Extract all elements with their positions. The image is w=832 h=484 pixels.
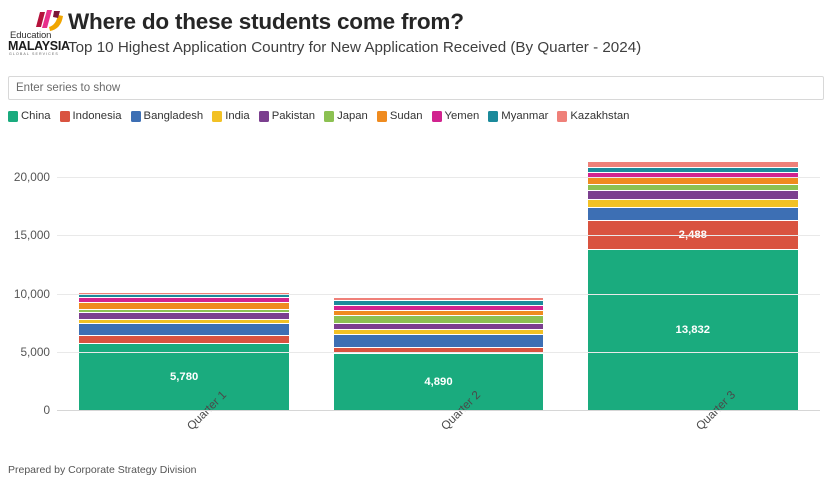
legend-label: India [225,110,250,122]
logo-text-tagline: GLOBAL SERVICES [9,52,59,56]
legend-item-pakistan[interactable]: Pakistan [258,110,316,122]
legend-label: Kazakhstan [570,110,630,122]
legend-swatch-icon [212,110,223,122]
page-header: Education MALAYSIA GLOBAL SERVICES Where… [0,0,832,70]
bar-segment-india[interactable] [79,319,290,324]
bar-segment-china[interactable]: 13,832 [587,249,798,411]
bar-segment-pakistan[interactable] [79,313,290,320]
gridline: 0 [43,403,820,417]
bar-segment-kazakhstan[interactable] [587,162,798,169]
y-axis-tick-label: 0 [43,403,50,417]
chart-legend: China Indonesia Bangladesh India Pakistan Jap… [8,108,832,124]
bar-segment-indonesia[interactable] [79,335,290,344]
legend-swatch-icon [557,110,568,122]
logo-text-malaysia: MALAYSIA [8,39,70,53]
bar-segment-sudan[interactable] [333,311,544,317]
bar-segment-indonesia[interactable] [333,348,544,355]
legend-swatch-icon [258,110,269,122]
header-titles: Where do these students come from? Top 1… [60,7,641,59]
stacked-bar-quarter-1[interactable]: 5,780 Quarter 1 [79,149,290,433]
gridline: 10,000 [14,287,820,301]
legend-item-kazakhstan[interactable]: Kazakhstan [557,110,629,122]
legend-label: Indonesia [72,110,122,122]
bar-segment-sudan[interactable] [587,177,798,185]
plot-area: 5,780 Quarter 1 4,890 Quarter 2 2,488 13,832 Q… [14,149,820,433]
education-malaysia-logo: Education MALAYSIA GLOBAL SERVICES [8,9,70,57]
bar-segment-bangladesh[interactable] [333,335,544,349]
y-axis-tick-label: 10,000 [13,286,50,301]
legend-item-bangladesh[interactable]: Bangladesh [130,110,204,122]
legend-swatch-icon [431,110,442,122]
legend-item-yemen[interactable]: Yemen [431,110,480,122]
stacked-bar-quarter-3[interactable]: 2,488 13,832 Quarter 3 [587,149,798,433]
bar-group: 5,780 Quarter 1 4,890 Quarter 2 2,488 13,832 Q… [57,149,820,433]
legend-swatch-icon [376,110,387,122]
footer-note: Prepared by Corporate Strategy Division [8,464,197,476]
bar-value-label: 13,832 [675,323,711,336]
legend-swatch-icon [8,110,18,122]
page-title: Where do these students come from? [68,9,464,34]
series-filter-placeholder: Enter series to show [16,82,121,94]
bar-value-label: 5,780 [170,370,199,383]
bar-segment-yemen[interactable] [79,298,290,303]
bar-segment-india[interactable] [333,330,544,336]
bar-segment-china[interactable]: 4,890 [333,354,544,411]
bar-value-label: 4,890 [424,376,453,389]
bar-segment-bangladesh[interactable] [587,208,798,221]
bar-segment-pakistan[interactable] [587,191,798,201]
legend-item-myanmar[interactable]: Myanmar [488,110,548,122]
bar-segment-kazakhstan[interactable] [333,297,544,301]
bar-segment-myanmar[interactable] [79,295,290,299]
legend-swatch-icon [59,110,70,122]
em-logo-mark-icon [36,10,63,31]
bar-segment-yemen[interactable] [333,306,544,312]
chart-area: 5,780 Quarter 1 4,890 Quarter 2 2,488 13,832 Q… [0,141,832,461]
bar-segment-sudan[interactable] [79,303,290,310]
legend-swatch-icon [324,110,335,122]
gridline: 20,000 [14,170,820,184]
gridline: 5,000 [20,345,820,359]
legend-label: Pakistan [271,110,316,122]
legend-item-china[interactable]: China [8,110,51,122]
bar-segment-bangladesh[interactable] [79,323,290,336]
bar-segment-china[interactable]: 5,780 [79,343,290,411]
bar-segment-japan[interactable] [333,316,544,325]
legend-item-japan[interactable]: Japan [324,110,368,122]
legend-swatch-icon [488,110,499,122]
y-axis-tick-label: 5,000 [20,344,50,359]
legend-item-indonesia[interactable]: Indonesia [59,110,122,122]
legend-label: Yemen [444,110,480,122]
legend-label: Sudan [389,110,423,122]
legend-label: Bangladesh [143,110,204,122]
bar-segment-myanmar[interactable] [333,300,544,307]
y-axis-tick-label: 20,000 [13,170,50,185]
bar-segment-japan[interactable] [79,309,290,314]
bar-segment-pakistan[interactable] [333,324,544,331]
bar-segment-myanmar[interactable] [587,168,798,174]
legend-swatch-icon [130,110,141,122]
series-filter-input[interactable]: Enter series to show [8,76,824,100]
y-axis-tick-label: 15,000 [13,228,50,243]
legend-label: Myanmar [501,110,549,122]
page-subtitle: Top 10 Highest Application Country for N… [68,39,642,56]
bar-segment-india[interactable] [587,200,798,209]
bar-value-label: 2,488 [678,228,707,241]
gridline: 15,000 [14,228,820,242]
bar-segment-japan[interactable] [587,184,798,192]
legend-item-sudan[interactable]: Sudan [376,110,423,122]
logo-text-education: Education [10,30,52,41]
stacked-bar-quarter-2[interactable]: 4,890 Quarter 2 [333,149,544,433]
legend-item-india[interactable]: India [212,110,250,122]
legend-label: Japan [337,110,368,122]
legend-label: China [21,110,51,122]
